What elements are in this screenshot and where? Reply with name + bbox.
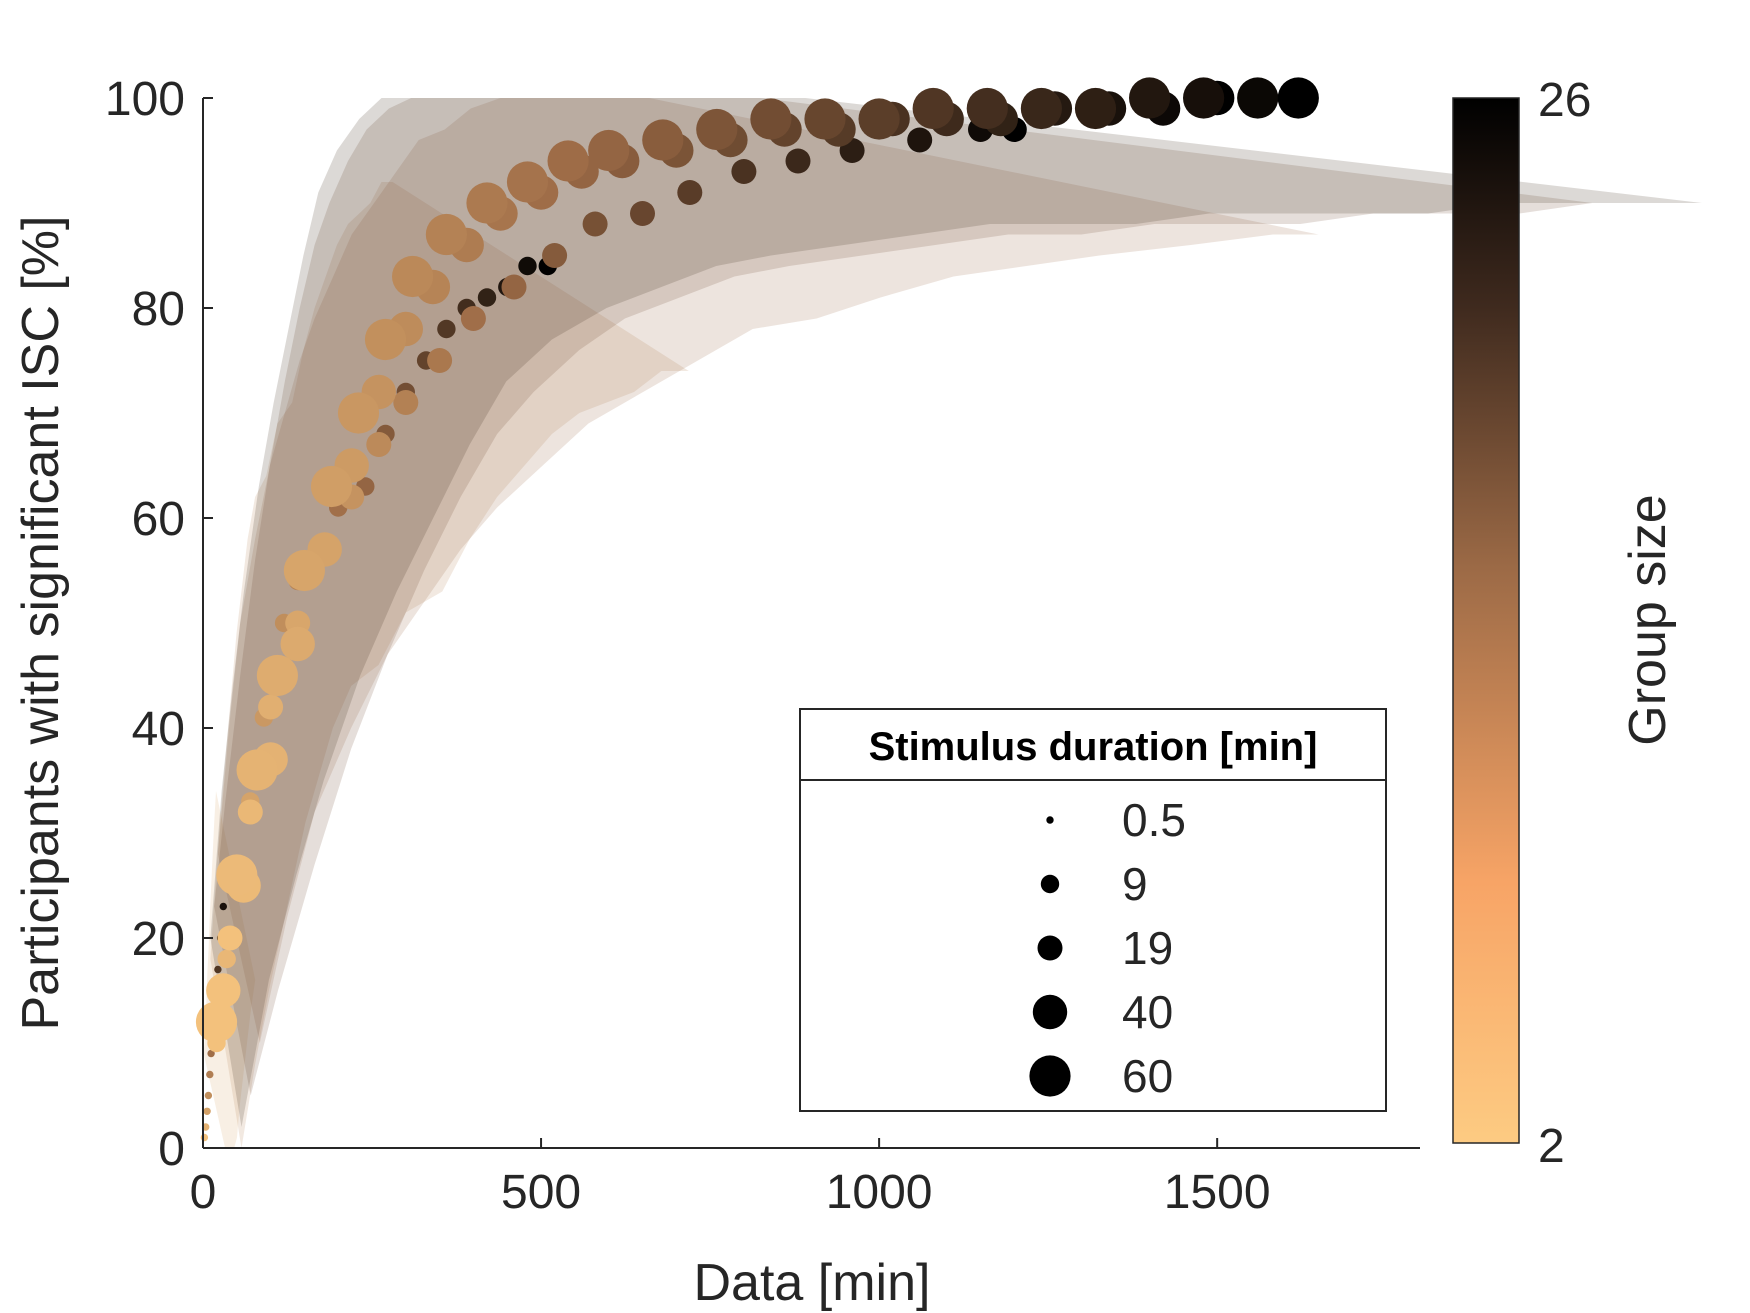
scatter-point: [907, 127, 933, 153]
x-tick-label: 1000: [826, 1166, 933, 1219]
scatter-point: [588, 129, 630, 172]
scatter-point: [217, 925, 243, 951]
scatter-point: [206, 1070, 214, 1079]
scatter-point: [217, 949, 236, 969]
legend-marker: [1037, 935, 1063, 961]
scatter-point: [216, 854, 258, 896]
scatter-point: [200, 1133, 209, 1142]
scatter-point: [337, 392, 380, 434]
confidence-band: [217, 98, 1319, 1043]
scatter-point: [366, 432, 392, 457]
scatter-point: [696, 108, 738, 151]
legend-entries: 0.5 9 19 40 60: [1029, 794, 1186, 1102]
scatter-point: [258, 694, 284, 720]
colorbar-title: Group size: [1619, 494, 1677, 745]
legend-marker: [1029, 1055, 1071, 1097]
scatter-point: [501, 274, 527, 300]
y-axis-title: Participants with significant ISC [%]: [12, 216, 70, 1031]
scatter-point: [207, 1049, 215, 1058]
y-tick-label: 100: [105, 73, 185, 126]
y-tick-label: 20: [132, 913, 185, 966]
scatter-point: [1277, 77, 1319, 119]
x-tick-label: 0: [190, 1166, 217, 1219]
scatter-point: [219, 902, 227, 911]
scatter-point: [256, 654, 298, 697]
scatter-point: [582, 211, 608, 237]
scatter-point: [392, 255, 434, 298]
legend: Stimulus duration [min] 0.5 9 19 40 60: [799, 708, 1387, 1112]
scatter-point: [214, 965, 222, 974]
scatter-points: [195, 77, 1319, 1142]
scatter-point: [750, 98, 792, 140]
legend-title: Stimulus duration [min]: [869, 725, 1318, 769]
scatter-point: [785, 148, 811, 174]
legend-marker: [1046, 816, 1054, 824]
legend-box: [799, 708, 1387, 1112]
scatter-point: [204, 1091, 213, 1100]
x-tick-label: 1500: [1164, 1166, 1271, 1219]
scatter-point: [731, 159, 757, 184]
scatter-point: [804, 98, 846, 140]
scatter-point: [237, 799, 263, 825]
y-tick-label: 40: [132, 703, 185, 756]
legend-label: 40: [1122, 986, 1173, 1038]
legend-marker: [1032, 994, 1068, 1030]
scatter-point: [1237, 77, 1279, 119]
scatter-point: [518, 256, 537, 276]
scatter-point: [195, 1001, 238, 1043]
legend-label: 60: [1122, 1050, 1173, 1102]
colorbar-max-label: 26: [1538, 74, 1591, 127]
scatter-point: [310, 465, 353, 508]
legend-label: 9: [1122, 858, 1148, 910]
scatter-point: [203, 1107, 211, 1116]
scatter-point: [466, 182, 508, 224]
y-tick-label: 60: [132, 493, 185, 546]
scatter-point: [547, 140, 589, 182]
legend-marker: [1040, 874, 1060, 894]
colorbar: [1452, 97, 1520, 1144]
y-tick-label: 0: [158, 1123, 185, 1176]
scatter-point: [966, 87, 1008, 130]
legend-label: 19: [1122, 922, 1173, 974]
scatter-point: [477, 288, 497, 307]
scatter-point: [280, 626, 315, 662]
y-tick-label: 80: [132, 283, 185, 336]
x-tick-label: 500: [501, 1166, 581, 1219]
scatter-point: [393, 390, 419, 415]
scatter-point: [427, 348, 453, 373]
scatter-point: [542, 243, 568, 268]
scatter-point: [630, 201, 655, 226]
scatter-point: [912, 87, 954, 130]
confidence-band: [214, 98, 1593, 1096]
confidence-band: [210, 182, 689, 1148]
confidence-bands: [203, 98, 1702, 1148]
scatter-point: [1074, 87, 1117, 130]
scatter-point: [425, 213, 467, 256]
colorbar-min-label: 2: [1538, 1120, 1565, 1173]
scatter-point: [677, 180, 703, 205]
scatter-point: [858, 98, 900, 140]
x-axis-title: Data [min]: [694, 1254, 931, 1312]
scatter-point: [506, 161, 549, 203]
scatter-point: [437, 319, 456, 339]
confidence-band: [210, 98, 1702, 1127]
confidence-band: [203, 791, 256, 1148]
scatter-point: [1129, 77, 1171, 119]
scatter-point: [1020, 87, 1062, 130]
scatter-point: [364, 318, 407, 361]
legend-label: 0.5: [1122, 794, 1186, 846]
scatter-point: [236, 749, 278, 791]
axis-ticks: 0 500 1000 1500 0 20 40 60 80 100: [105, 73, 1271, 1219]
scatter-point: [460, 306, 486, 331]
scatter-point: [206, 973, 241, 1008]
scatter-point: [642, 119, 684, 161]
scatter-point: [1183, 77, 1225, 119]
scatter-point: [283, 549, 325, 592]
